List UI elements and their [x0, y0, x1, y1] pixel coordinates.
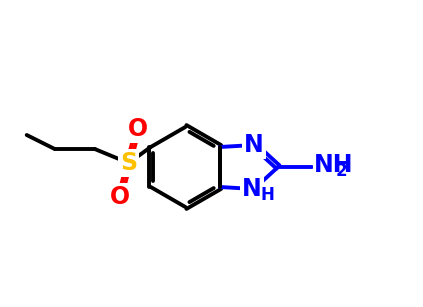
- Text: O: O: [110, 185, 130, 209]
- Text: NH: NH: [314, 153, 354, 177]
- Text: O: O: [127, 117, 148, 141]
- Text: 2: 2: [335, 162, 347, 181]
- Text: N: N: [242, 177, 262, 201]
- Text: H: H: [260, 186, 274, 204]
- Text: N: N: [244, 133, 264, 157]
- Text: S: S: [120, 151, 137, 175]
